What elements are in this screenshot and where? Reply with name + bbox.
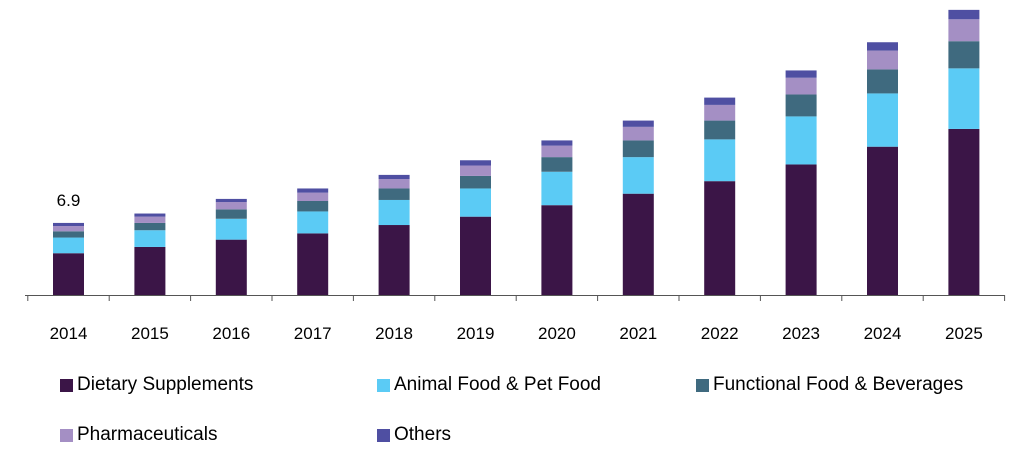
bar-2023-dietary-supplements	[785, 164, 817, 295]
bar-2018-dietary-supplements	[378, 225, 410, 295]
bar-2021-functional-food-beverages	[622, 140, 654, 158]
bar-2025-functional-food-beverages	[948, 41, 980, 69]
x-tick-label-2025: 2025	[945, 324, 983, 343]
x-tick-label-2022: 2022	[701, 324, 739, 343]
x-tick-label-2016: 2016	[212, 324, 250, 343]
bar-2025-animal-food-pet-food	[948, 68, 980, 129]
bar-2015-animal-food-pet-food	[134, 230, 166, 247]
legend-label: Others	[394, 424, 452, 445]
bar-2024-functional-food-beverages	[867, 69, 898, 94]
bar-2017-pharmaceuticals	[297, 192, 329, 201]
x-tick-label-2023: 2023	[782, 324, 820, 343]
bar-2014-pharmaceuticals	[53, 226, 84, 232]
bar-2022-animal-food-pet-food	[704, 139, 736, 182]
bar-2020-pharmaceuticals	[541, 145, 573, 158]
bar-2019-animal-food-pet-food	[460, 188, 491, 217]
legend-label: Dietary Supplements	[77, 374, 254, 395]
bar-2018-animal-food-pet-food	[378, 199, 410, 226]
bar-2018-pharmaceuticals	[378, 179, 410, 189]
bar-2021-animal-food-pet-food	[622, 157, 654, 194]
bar-2022-dietary-supplements	[704, 181, 736, 295]
bar-2023-others	[785, 70, 817, 78]
x-tick-label-2015: 2015	[131, 324, 169, 343]
bar-2022-pharmaceuticals	[704, 104, 736, 121]
bar-2020-functional-food-beverages	[541, 157, 573, 172]
x-tick-label-2014: 2014	[50, 324, 88, 343]
legend-swatch	[696, 378, 709, 392]
bar-2016-animal-food-pet-food	[215, 218, 247, 240]
bar-2024-others	[867, 42, 898, 51]
x-axis	[25, 295, 1006, 301]
bar-2018-others	[378, 174, 410, 180]
bar-2020-others	[541, 140, 573, 146]
legend-swatch	[60, 378, 73, 392]
bar-2019-pharmaceuticals	[460, 165, 491, 176]
bar-2023-animal-food-pet-food	[785, 116, 817, 165]
bar-2019-others	[460, 160, 491, 166]
legend-item-pharmaceuticals: Pharmaceuticals	[60, 424, 217, 446]
bar-2019-functional-food-beverages	[460, 175, 491, 189]
bar-2017-others	[297, 188, 329, 193]
bar-2022-others	[704, 97, 736, 105]
bar-2024-animal-food-pet-food	[867, 93, 898, 147]
legend-swatch	[377, 428, 390, 442]
bar-2018-functional-food-beverages	[378, 188, 410, 200]
bar-2020-animal-food-pet-food	[541, 171, 573, 206]
bar-2014-dietary-supplements	[53, 253, 84, 295]
bar-2021-pharmaceuticals	[622, 126, 654, 141]
labels-group: 2014 2015 2016 2017 2018 2019 2020 2021 2022 2023…	[50, 191, 983, 343]
bar-2024-pharmaceuticals	[867, 50, 898, 70]
bar-2023-functional-food-beverages	[785, 94, 817, 117]
bars-group	[53, 9, 980, 295]
bar-2016-functional-food-beverages	[215, 209, 247, 219]
x-tick-label-2020: 2020	[538, 324, 576, 343]
legend-label: Pharmaceuticals	[77, 424, 218, 445]
legend-item-dietary-supplements: Dietary Supplements	[60, 374, 253, 396]
bar-2017-animal-food-pet-food	[297, 211, 329, 234]
bar-2021-others	[622, 120, 654, 127]
x-tick-label-2017: 2017	[294, 324, 332, 343]
bar-2017-functional-food-beverages	[297, 201, 329, 212]
legend-item-functional-food-beverages: Functional Food & Beverages	[696, 374, 963, 396]
x-tick-label-2024: 2024	[864, 324, 902, 343]
bar-2019-dietary-supplements	[460, 216, 491, 295]
bar-2025-dietary-supplements	[948, 128, 980, 295]
legend-item-others: Others	[377, 424, 451, 446]
x-tick-label-2018: 2018	[375, 324, 413, 343]
bar-2015-others	[134, 213, 166, 217]
bar-2025-pharmaceuticals	[948, 19, 980, 42]
bar-2017-dietary-supplements	[297, 233, 329, 295]
x-tick-label-2021: 2021	[619, 324, 657, 343]
bar-2016-others	[215, 198, 247, 203]
legend-label: Functional Food & Beverages	[713, 374, 964, 395]
legend-swatch	[60, 428, 73, 442]
bar-2022-functional-food-beverages	[704, 120, 736, 140]
bar-2015-dietary-supplements	[134, 246, 166, 295]
bar-2023-pharmaceuticals	[785, 77, 817, 95]
legend-label: Animal Food & Pet Food	[394, 374, 601, 395]
bar-2015-functional-food-beverages	[134, 222, 166, 231]
bar-2016-dietary-supplements	[215, 239, 247, 295]
bar-2014-animal-food-pet-food	[53, 237, 84, 254]
bar-2020-dietary-supplements	[541, 205, 573, 295]
bar-2014-functional-food-beverages	[53, 231, 84, 238]
bar-2025-others	[948, 9, 980, 20]
bar-2021-dietary-supplements	[622, 193, 654, 295]
bar-2014-others	[53, 222, 84, 227]
bar-2015-pharmaceuticals	[134, 216, 166, 223]
x-tick-label-2019: 2019	[457, 324, 495, 343]
data-label-2014: 6.9	[57, 191, 81, 210]
bar-2016-pharmaceuticals	[215, 202, 247, 210]
bar-2024-dietary-supplements	[867, 146, 898, 295]
legend-item-animal-food-pet-food: Animal Food & Pet Food	[377, 374, 601, 396]
legend-swatch	[377, 378, 390, 392]
